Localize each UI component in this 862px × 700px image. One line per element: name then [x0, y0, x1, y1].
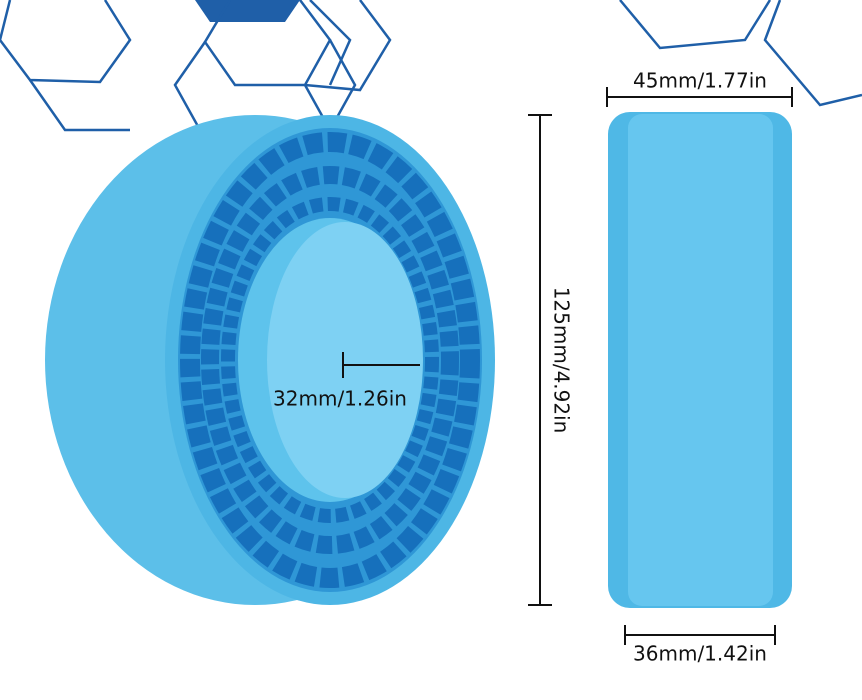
- tire-front: [45, 115, 495, 605]
- bottom-width-label: 36mm/1.42in: [633, 642, 767, 666]
- outer-diameter-label: 125mm/4.92in: [550, 287, 574, 434]
- tire-side: [608, 112, 792, 608]
- inner-diameter-label: 32mm/1.26in: [273, 387, 407, 411]
- hexagon-background: [0, 0, 862, 132]
- dimension-lines: [342, 87, 793, 645]
- top-width-label: 45mm/1.77in: [633, 69, 767, 93]
